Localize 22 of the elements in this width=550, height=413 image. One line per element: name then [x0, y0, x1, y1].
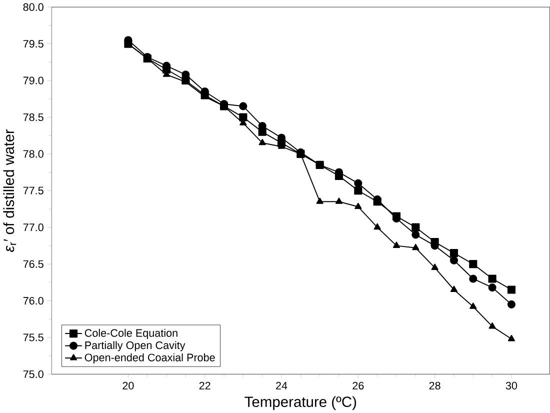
x-tick-label: 28 — [429, 382, 440, 390]
y-tick-label: 78.0 — [23, 150, 44, 158]
y-tick-label: 79.5 — [23, 40, 44, 48]
y-tick-label: 79.0 — [23, 76, 44, 84]
y-tick-label: 75.0 — [23, 370, 44, 378]
y-tick-label: 77.5 — [23, 186, 44, 194]
x-axis-title: Temperature (ºC) — [244, 396, 356, 410]
y-tick-label: 76.0 — [23, 296, 44, 304]
legend-label: Open-ended Coaxial Probe — [84, 353, 215, 364]
y-tick-label: 77.0 — [23, 223, 44, 232]
y-tick-label: 76.5 — [23, 260, 44, 268]
x-tick-label: 30 — [506, 382, 518, 390]
x-tick-label: 26 — [352, 382, 364, 390]
y-tick-label: 75.5 — [23, 334, 44, 342]
y-axis-title: ε$_{r}$′ of distilled water — [3, 129, 16, 252]
y-tick-label: 78.5 — [23, 113, 44, 121]
legend-label: Partially Open Cavity — [85, 341, 186, 352]
x-tick-label: 24 — [276, 382, 288, 390]
legend-label: Cole-Cole Equation — [84, 328, 178, 339]
y-tick-label: 80.0 — [23, 3, 44, 11]
x-tick-label: 22 — [199, 382, 210, 390]
x-tick-label: 20 — [122, 382, 134, 390]
